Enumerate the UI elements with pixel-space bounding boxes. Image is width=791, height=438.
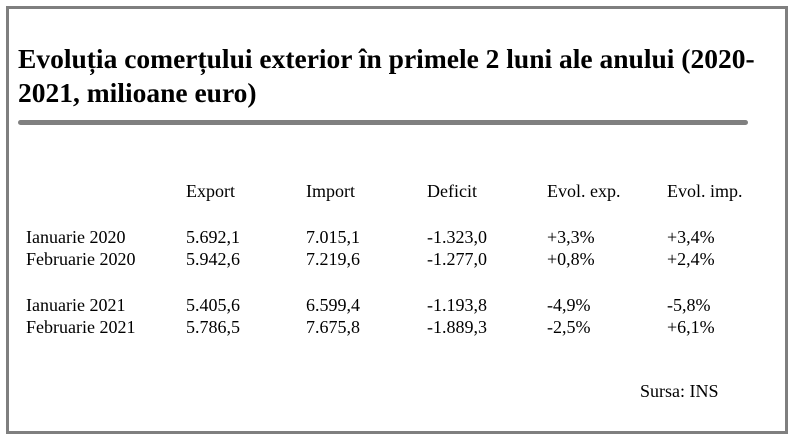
- export-value: 5.942,6: [186, 249, 240, 269]
- evol-exp-value: +0,8%: [547, 249, 595, 269]
- infographic-frame: [6, 6, 788, 434]
- row-label: Ianuarie 2020: [26, 227, 126, 247]
- export-value: 5.692,1: [186, 227, 240, 247]
- evol-imp-value: -5,8%: [667, 295, 711, 315]
- row-label: Februarie 2020: [26, 249, 136, 269]
- page-title: Evoluția comerțului exterior în primele …: [18, 43, 755, 108]
- column-header-import: Import: [306, 181, 355, 201]
- import-value: 7.015,1: [306, 227, 360, 247]
- row-label: Ianuarie 2021: [26, 295, 126, 315]
- import-value: 6.599,4: [306, 295, 360, 315]
- export-value: 5.786,5: [186, 317, 240, 337]
- deficit-value: -1.889,3: [427, 317, 487, 337]
- deficit-value: -1.323,0: [427, 227, 487, 247]
- deficit-value: -1.277,0: [427, 249, 487, 269]
- evol-exp-value: -4,9%: [547, 295, 591, 315]
- column-header-deficit: Deficit: [427, 181, 477, 201]
- import-value: 7.219,6: [306, 249, 360, 269]
- source-note: Sursa: INS: [640, 381, 719, 401]
- deficit-value: -1.193,8: [427, 295, 487, 315]
- column-header-evol-exp: Evol. exp.: [547, 181, 621, 201]
- title-divider: [18, 120, 748, 125]
- column-header-export: Export: [186, 181, 235, 201]
- evol-imp-value: +6,1%: [667, 317, 715, 337]
- row-label: Februarie 2021: [26, 317, 136, 337]
- column-header-evol-imp: Evol. imp.: [667, 181, 743, 201]
- evol-exp-value: -2,5%: [547, 317, 591, 337]
- evol-imp-value: +2,4%: [667, 249, 715, 269]
- evol-imp-value: +3,4%: [667, 227, 715, 247]
- evol-exp-value: +3,3%: [547, 227, 595, 247]
- export-value: 5.405,6: [186, 295, 240, 315]
- import-value: 7.675,8: [306, 317, 360, 337]
